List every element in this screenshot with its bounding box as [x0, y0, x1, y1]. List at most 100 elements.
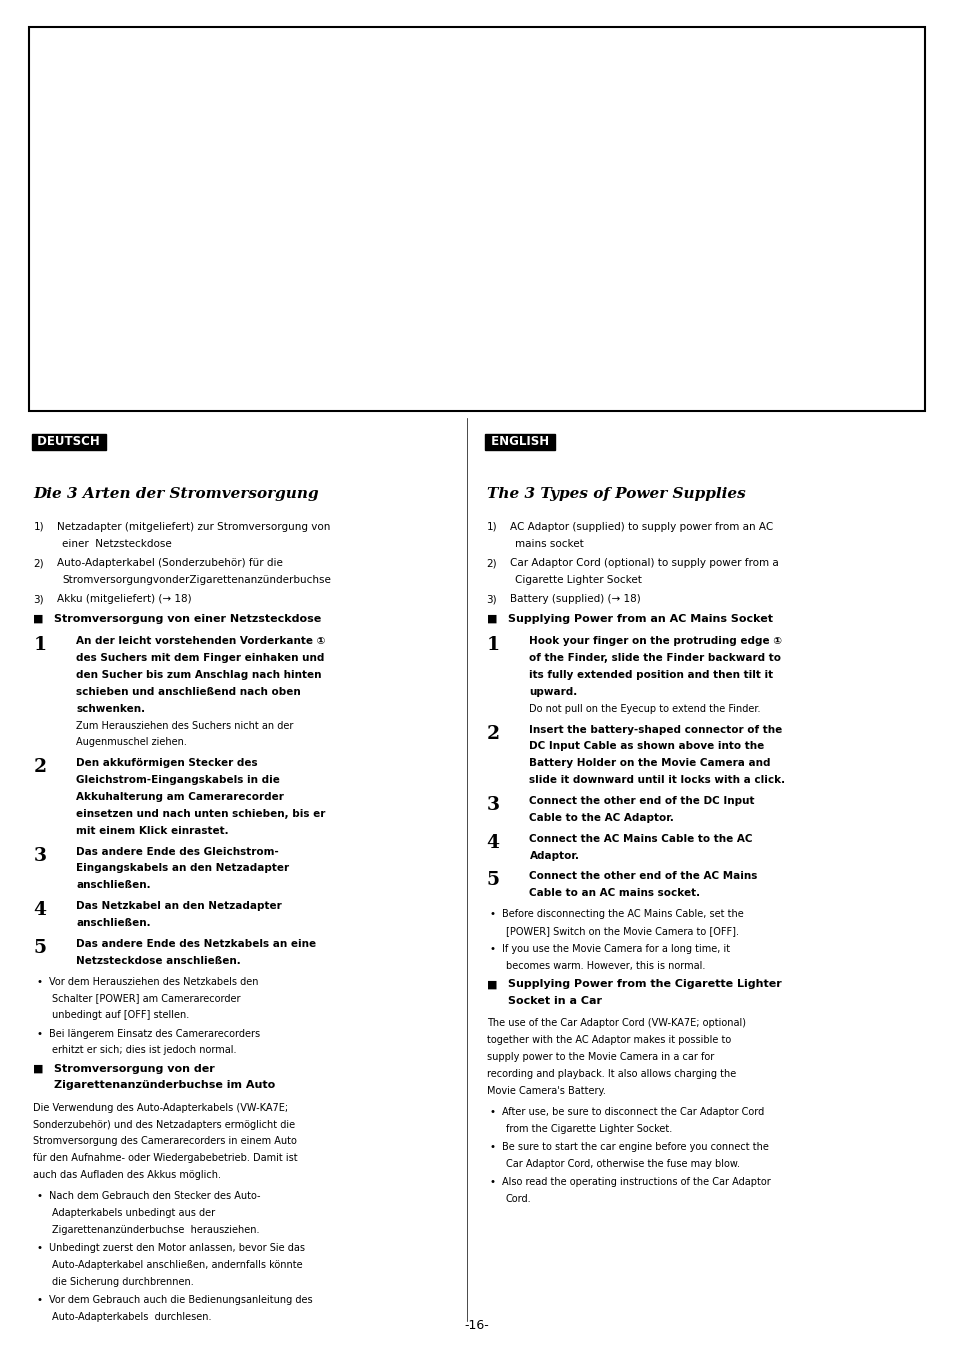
Text: •: • [36, 1029, 42, 1038]
Text: After use, be sure to disconnect the Car Adaptor Cord: After use, be sure to disconnect the Car… [501, 1107, 763, 1116]
Text: together with the AC Adaptor makes it possible to: together with the AC Adaptor makes it po… [486, 1035, 730, 1045]
Text: Das Netzkabel an den Netzadapter: Das Netzkabel an den Netzadapter [76, 900, 282, 911]
Text: AC Adaptor (supplied) to supply power from an AC: AC Adaptor (supplied) to supply power fr… [510, 522, 773, 531]
Text: Connect the other end of the DC Input: Connect the other end of the DC Input [529, 795, 754, 806]
Text: •: • [36, 1192, 42, 1201]
Text: 3: 3 [486, 795, 499, 814]
Text: 2): 2) [33, 558, 44, 568]
Text: erhitzt er sich; dies ist jedoch normal.: erhitzt er sich; dies ist jedoch normal. [52, 1046, 236, 1055]
Text: 1: 1 [486, 636, 499, 654]
Bar [29, 27, 924, 411]
Text: Akku (mitgeliefert) (→ 18): Akku (mitgeliefert) (→ 18) [57, 594, 192, 604]
Text: ■: ■ [33, 1064, 44, 1073]
Text: Die Verwendung des Auto-Adapterkabels (VW-KA7E;: Die Verwendung des Auto-Adapterkabels (V… [33, 1103, 288, 1112]
Text: Den akkuförmigen Stecker des: Den akkuförmigen Stecker des [76, 758, 257, 768]
Text: Do not pull on the Eyecup to extend the Finder.: Do not pull on the Eyecup to extend the … [529, 704, 760, 713]
Text: -16-: -16- [464, 1318, 489, 1332]
Text: from the Cigarette Lighter Socket.: from the Cigarette Lighter Socket. [505, 1124, 671, 1134]
Text: mit einem Klick einrastet.: mit einem Klick einrastet. [76, 825, 229, 836]
Text: •: • [489, 1142, 495, 1151]
Text: •: • [489, 944, 495, 954]
Text: Akkuhalterung am Camerarecorder: Akkuhalterung am Camerarecorder [76, 791, 284, 802]
Text: Cable to the AC Adaptor.: Cable to the AC Adaptor. [529, 813, 674, 822]
Text: •: • [489, 1177, 495, 1186]
Text: Insert the battery-shaped connector of the: Insert the battery-shaped connector of t… [529, 724, 781, 735]
Text: Augenmuschel ziehen.: Augenmuschel ziehen. [76, 737, 187, 747]
Text: Das andere Ende des Netzkabels an eine: Das andere Ende des Netzkabels an eine [76, 938, 316, 949]
Text: Vor dem Gebrauch auch die Bedienungsanleitung des: Vor dem Gebrauch auch die Bedienungsanle… [49, 1295, 312, 1305]
Text: schieben und anschließend nach oben: schieben und anschließend nach oben [76, 686, 301, 697]
Text: An der leicht vorstehenden Vorderkante ①: An der leicht vorstehenden Vorderkante ① [76, 636, 325, 646]
Text: Cord.: Cord. [505, 1194, 531, 1204]
Text: 5: 5 [33, 938, 47, 957]
Text: Cable to an AC mains socket.: Cable to an AC mains socket. [529, 888, 700, 898]
Text: Also read the operating instructions of the Car Adaptor: Also read the operating instructions of … [501, 1177, 770, 1186]
Text: 4: 4 [33, 900, 47, 919]
Text: einsetzen und nach unten schieben, bis er: einsetzen und nach unten schieben, bis e… [76, 809, 325, 818]
Text: Vor dem Herausziehen des Netzkabels den: Vor dem Herausziehen des Netzkabels den [49, 976, 258, 987]
Text: Adaptor.: Adaptor. [529, 851, 578, 860]
Text: für den Aufnahme- oder Wiedergabebetrieb. Damit ist: für den Aufnahme- oder Wiedergabebetrieb… [33, 1154, 297, 1163]
Text: Stromversorgung von einer Netzsteckdose: Stromversorgung von einer Netzsteckdose [54, 613, 321, 624]
Text: Bei längerem Einsatz des Camerarecorders: Bei längerem Einsatz des Camerarecorders [49, 1029, 259, 1038]
Text: Battery (supplied) (→ 18): Battery (supplied) (→ 18) [510, 594, 640, 604]
Text: anschließen.: anschließen. [76, 880, 151, 890]
Text: [POWER] Switch on the Movie Camera to [OFF].: [POWER] Switch on the Movie Camera to [O… [505, 926, 738, 936]
Text: 3: 3 [33, 847, 47, 864]
Text: einer  Netzsteckdose: einer Netzsteckdose [62, 539, 172, 549]
Text: •: • [36, 1295, 42, 1305]
Text: auch das Aufladen des Akkus möglich.: auch das Aufladen des Akkus möglich. [33, 1170, 221, 1180]
Text: becomes warm. However, this is normal.: becomes warm. However, this is normal. [505, 961, 704, 971]
Text: upward.: upward. [529, 686, 578, 697]
Text: Auto-Adapterkabel (Sonderzubehör) für die: Auto-Adapterkabel (Sonderzubehör) für di… [57, 558, 283, 568]
Text: unbedingt auf [OFF] stellen.: unbedingt auf [OFF] stellen. [52, 1011, 190, 1020]
Text: Zigarettenanzünderbuchse  herausziehen.: Zigarettenanzünderbuchse herausziehen. [52, 1225, 260, 1235]
Text: The 3 Types of Power Supplies: The 3 Types of Power Supplies [486, 487, 744, 500]
Text: 4: 4 [486, 833, 499, 852]
Text: Nach dem Gebrauch den Stecker des Auto-: Nach dem Gebrauch den Stecker des Auto- [49, 1192, 260, 1201]
Text: 2: 2 [33, 758, 47, 776]
Text: mains socket: mains socket [515, 539, 583, 549]
Text: Adapterkabels unbedingt aus der: Adapterkabels unbedingt aus der [52, 1208, 215, 1217]
Text: Battery Holder on the Movie Camera and: Battery Holder on the Movie Camera and [529, 758, 770, 768]
Text: Netzsteckdose anschließen.: Netzsteckdose anschließen. [76, 956, 241, 965]
Text: •: • [489, 1107, 495, 1116]
Text: Socket in a Car: Socket in a Car [507, 996, 601, 1006]
Text: 2: 2 [486, 724, 499, 743]
Text: ■: ■ [33, 613, 44, 624]
Text: Stromversorgung von der: Stromversorgung von der [54, 1064, 215, 1073]
Text: Zigarettenanzünderbuchse im Auto: Zigarettenanzünderbuchse im Auto [54, 1081, 275, 1091]
Text: Zum Herausziehen des Suchers nicht an der: Zum Herausziehen des Suchers nicht an de… [76, 720, 294, 731]
Text: Auto-Adapterkabel anschließen, andernfalls könnte: Auto-Adapterkabel anschließen, andernfal… [52, 1260, 303, 1270]
Text: The use of the Car Adaptor Cord (VW-KA7E; optional): The use of the Car Adaptor Cord (VW-KA7E… [486, 1019, 744, 1029]
Text: Connect the AC Mains Cable to the AC: Connect the AC Mains Cable to the AC [529, 833, 752, 844]
Text: die Sicherung durchbrennen.: die Sicherung durchbrennen. [52, 1277, 194, 1286]
Text: schwenken.: schwenken. [76, 704, 145, 713]
Text: Netzadapter (mitgeliefert) zur Stromversorgung von: Netzadapter (mitgeliefert) zur Stromvers… [57, 522, 331, 531]
Text: Unbedingt zuerst den Motor anlassen, bevor Sie das: Unbedingt zuerst den Motor anlassen, bev… [49, 1243, 304, 1252]
Text: Supplying Power from the Cigarette Lighter: Supplying Power from the Cigarette Light… [507, 979, 781, 989]
Text: ENGLISH: ENGLISH [486, 435, 552, 449]
Text: Be sure to start the car engine before you connect the: Be sure to start the car engine before y… [501, 1142, 768, 1151]
Text: 3): 3) [486, 594, 497, 604]
Text: Connect the other end of the AC Mains: Connect the other end of the AC Mains [529, 871, 757, 882]
Text: slide it downward until it locks with a click.: slide it downward until it locks with a … [529, 775, 784, 785]
Text: 1): 1) [486, 522, 497, 531]
Text: its fully extended position and then tilt it: its fully extended position and then til… [529, 670, 773, 679]
Text: Hook your finger on the protruding edge ①: Hook your finger on the protruding edge … [529, 636, 781, 646]
Text: Die 3 Arten der Stromversorgung: Die 3 Arten der Stromversorgung [33, 487, 318, 500]
Text: •: • [489, 909, 495, 919]
Text: ■: ■ [486, 979, 497, 989]
Text: 1): 1) [33, 522, 44, 531]
Text: Sonderzubehör) und des Netzadapters ermöglicht die: Sonderzubehör) und des Netzadapters ermö… [33, 1119, 295, 1130]
Text: 2): 2) [486, 558, 497, 568]
Text: Stromversorgung des Camerarecorders in einem Auto: Stromversorgung des Camerarecorders in e… [33, 1136, 297, 1146]
Text: DC Input Cable as shown above into the: DC Input Cable as shown above into the [529, 741, 764, 751]
Text: des Suchers mit dem Finger einhaken und: des Suchers mit dem Finger einhaken und [76, 652, 324, 663]
Text: Eingangskabels an den Netzadapter: Eingangskabels an den Netzadapter [76, 863, 289, 874]
Text: 5: 5 [486, 871, 499, 890]
Text: Before disconnecting the AC Mains Cable, set the: Before disconnecting the AC Mains Cable,… [501, 909, 742, 919]
Text: supply power to the Movie Camera in a car for: supply power to the Movie Camera in a ca… [486, 1051, 713, 1062]
Text: Schalter [POWER] am Camerarecorder: Schalter [POWER] am Camerarecorder [52, 993, 241, 1003]
Text: Movie Camera's Battery.: Movie Camera's Battery. [486, 1086, 605, 1096]
